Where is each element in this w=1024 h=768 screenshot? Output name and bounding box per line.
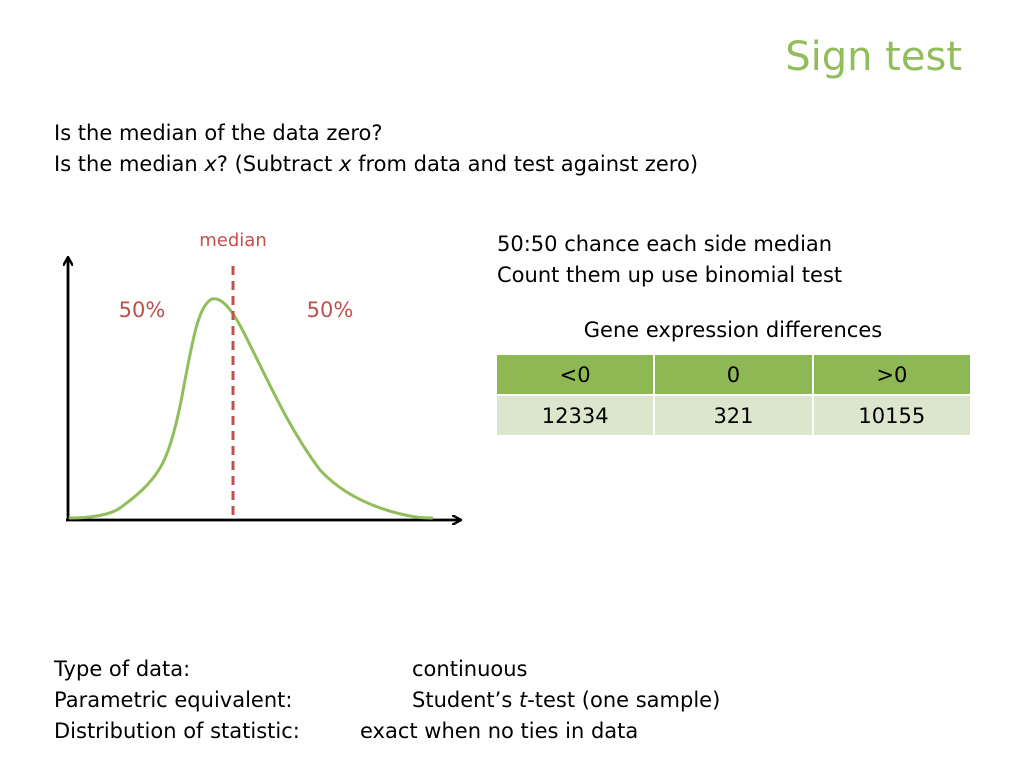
parametric-value-part-b: -test (one sample) <box>527 688 721 712</box>
table-caption: Gene expression differences <box>583 318 883 342</box>
value-cell-positive: 10155 <box>811 394 973 437</box>
type-label: Type of data: <box>54 657 191 681</box>
distribution-curve <box>68 297 434 520</box>
left-percent-label: 50% <box>119 298 166 322</box>
median-label: median <box>199 230 266 251</box>
gene-expression-table: <0 0 >0 12334 321 10155 <box>494 353 973 437</box>
table-row: 12334 321 10155 <box>494 394 973 437</box>
right-percent-label: 50% <box>307 298 354 322</box>
type-value: continuous <box>412 657 528 681</box>
intro-variable-x: x <box>204 152 217 176</box>
intro-variable-x-2: x <box>338 152 352 176</box>
intro-line-2-part-a: Is the median <box>54 152 205 176</box>
intro-line-2-part-c: from data and test against zero) <box>351 152 699 176</box>
parametric-value-part-a: Student’s <box>412 688 519 712</box>
intro-text: Is the median of the data zero? Is the m… <box>54 118 698 180</box>
intro-line-1: Is the median of the data zero? <box>54 121 383 145</box>
parametric-label: Parametric equivalent: <box>54 688 293 712</box>
parametric-value-t: t <box>518 688 528 712</box>
parametric-value: Student’s t-test (one sample) <box>412 685 720 716</box>
table-header-row: <0 0 >0 <box>494 353 973 396</box>
explanation-line-2: Count them up use binomial test <box>497 263 843 287</box>
explanation-line-1: 50:50 chance each side median <box>497 232 833 256</box>
header-cell-positive: >0 <box>811 353 973 396</box>
explanation-text: 50:50 chance each side median Count them… <box>497 229 842 291</box>
value-cell-zero: 321 <box>653 394 814 437</box>
intro-line-2-part-b: ? (Subtract <box>216 152 339 176</box>
intro-line-2: Is the median x? (Subtract x from data a… <box>54 149 698 180</box>
header-cell-zero: 0 <box>653 353 814 396</box>
slide-title: Sign test <box>785 34 962 80</box>
header-cell-negative: <0 <box>494 353 656 396</box>
distribution-value: exact when no ties in data <box>360 719 639 743</box>
distribution-label: Distribution of statistic: <box>54 719 300 743</box>
value-cell-negative: 12334 <box>494 394 656 437</box>
